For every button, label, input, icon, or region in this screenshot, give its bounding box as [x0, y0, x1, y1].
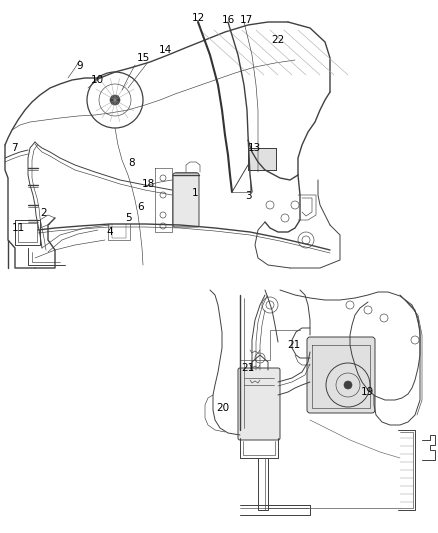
FancyBboxPatch shape	[307, 337, 375, 413]
Text: 9: 9	[77, 61, 83, 71]
Text: 21: 21	[287, 340, 300, 350]
Text: 11: 11	[11, 223, 25, 233]
Text: 18: 18	[141, 179, 155, 189]
Circle shape	[344, 381, 352, 389]
FancyBboxPatch shape	[173, 173, 199, 227]
Text: 21: 21	[241, 363, 254, 373]
Bar	[248, 148, 276, 170]
Text: 20: 20	[216, 403, 230, 413]
Text: 19: 19	[360, 387, 374, 397]
Text: 10: 10	[90, 75, 103, 85]
Circle shape	[110, 95, 120, 105]
Text: 6: 6	[138, 202, 144, 212]
Text: 3: 3	[245, 191, 251, 201]
Text: 7: 7	[11, 143, 18, 153]
Text: 12: 12	[191, 13, 205, 23]
Text: 5: 5	[125, 213, 131, 223]
Text: 8: 8	[129, 158, 135, 168]
Text: 16: 16	[221, 15, 235, 25]
Text: 22: 22	[272, 35, 285, 45]
FancyBboxPatch shape	[238, 368, 280, 440]
Text: 15: 15	[136, 53, 150, 63]
Text: 1: 1	[192, 188, 198, 198]
Text: 14: 14	[159, 45, 172, 55]
Text: 2: 2	[41, 208, 47, 218]
Text: 13: 13	[247, 143, 261, 153]
Text: 4: 4	[107, 227, 113, 237]
Text: 17: 17	[240, 15, 253, 25]
